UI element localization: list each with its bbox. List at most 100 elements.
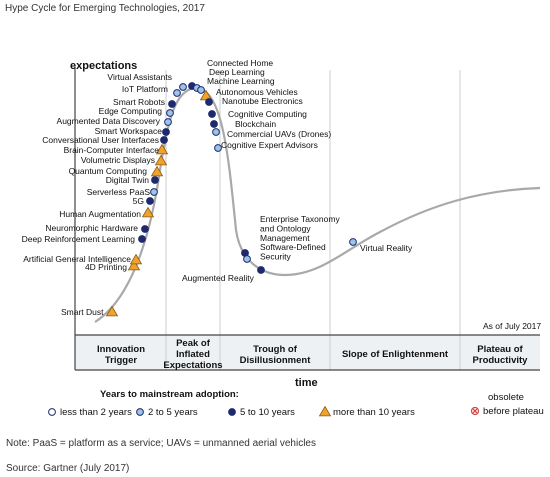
technology-label: Smart Robots [113,97,165,107]
technology-marker [141,225,149,233]
technology-point: Edge Computing [99,106,174,117]
technology-point: Deep Reinforcement Learning [22,234,146,244]
technology-marker [349,238,357,246]
technology-point: Software-Defined Security [243,242,326,263]
technology-marker [155,143,169,155]
legend-marker [228,408,236,416]
technology-marker [179,83,187,91]
technology-label: Augmented Reality [182,273,255,283]
phase-label: Innovation [97,344,145,355]
legend-title: Years to mainstream adoption: [100,389,239,400]
technology-label: Enterprise Taxonomy and Ontology Managemen… [260,214,340,243]
technology-label: Digital Twin [106,175,150,185]
technology-point: Blockchain [210,119,276,129]
technology-label: Nanotube Electronics [222,96,303,106]
technology-point: Cognitive Computing [208,109,307,119]
technology-marker [214,144,222,152]
technology-label: Brain-Computer Interface [64,145,160,155]
legend-label: 2 to 5 years [148,407,198,418]
technology-label: Neuromorphic Hardware [45,223,138,233]
technology-marker [243,255,251,263]
technology-marker [210,120,218,128]
phase-label: Expectations [163,360,222,371]
technology-label: 5G [133,196,144,206]
technology-label: Deep Reinforcement Learning [22,234,136,244]
obsolete-icon-stroke [472,408,478,414]
phase-label: Productivity [473,355,529,366]
technology-point: 5G [133,196,154,206]
technology-marker [212,128,220,136]
technology-label: Artificial General Intelligence [23,254,131,264]
technology-point: Augmented Data Discovery [57,116,172,126]
technology-point: Smart Workspace [95,126,170,136]
technology-label: Connected Home [207,58,273,68]
phase-band [75,335,540,370]
technology-label: Conversational User Interfaces [42,135,159,145]
technology-point: Neuromorphic Hardware [45,223,149,233]
technology-point: Machine Learning [197,76,275,94]
technology-point: Enterprise Taxonomy and Ontology Managemen… [241,214,340,257]
technology-label: Serverless PaaS [87,187,151,197]
technology-point: Serverless PaaS [87,187,158,197]
technology-marker [168,100,176,108]
technology-marker [154,154,168,166]
technology-point: IoT Platform [122,84,181,97]
technology-label: Deep Learning [209,67,265,77]
technology-label: Commercial UAVs (Drones) [227,129,331,139]
technology-label: Virtual Assistants [107,72,172,82]
legend-label: more than 10 years [333,407,415,418]
technology-label: Smart Workspace [95,126,163,136]
technology-label: Volumetric Displays [81,155,155,165]
technology-point: Conversational User Interfaces [42,135,168,145]
phase-label: Trough of [253,344,298,355]
phase-label: Peak of [176,338,211,349]
technology-label: 4D Printing [85,262,127,272]
technology-marker [127,259,141,271]
hype-curve [94,86,541,323]
legend-obsolete-line2: before plateau [483,406,544,417]
legend-item: less than 2 years [48,407,132,418]
technology-point: Brain-Computer Interface [64,143,169,155]
technology-marker [138,235,146,243]
legend-marker [318,405,332,417]
technology-label: Human Augmentation [59,209,141,219]
phase-label: Trigger [105,355,138,366]
technology-point: Smart Dust [61,305,119,317]
header-title: Hype Cycle for Emerging Technologies, 20… [5,3,205,14]
technology-point: Artificial General Intelligence [23,253,143,265]
technology-marker [146,197,154,205]
as-of-date: As of July 2017 [483,321,541,331]
phase-label: Slope of Enlightenment [342,349,449,360]
legend-item: 2 to 5 years [136,407,198,418]
technology-marker [208,110,216,118]
technology-marker [151,176,159,184]
technology-label: IoT Platform [122,84,168,94]
technology-label: Quantum Computing [69,166,148,176]
y-axis-label: expectations [70,60,137,72]
technology-point: Virtual Assistants [107,72,187,91]
legend-item: 5 to 10 years [228,407,295,418]
technology-label: Software-Defined Security [260,242,326,262]
x-axis-label: time [295,377,318,389]
technology-marker [150,165,164,177]
technology-marker [160,136,168,144]
technology-point: 4D Printing [85,259,141,272]
technology-marker [105,305,119,317]
technology-point: Smart Robots [113,97,176,108]
technology-marker [173,89,181,97]
technology-label: Autonomous Vehicles [216,87,298,97]
technology-label: Edge Computing [99,106,163,116]
legend-marker [48,408,56,416]
footnote: Note: PaaS = platform as a service; UAVs… [6,438,316,449]
technology-label: Blockchain [235,119,276,129]
technology-marker [162,128,170,136]
legend-label: less than 2 years [60,407,132,418]
technology-marker [164,118,172,126]
technology-point: Augmented Reality [182,266,265,283]
technology-marker [129,253,143,265]
phase-label: Inflated [176,349,210,360]
technology-point: Digital Twin [106,175,159,185]
technology-point: Human Augmentation [59,206,155,219]
source-note: Source: Gartner (July 2017) [6,463,130,474]
